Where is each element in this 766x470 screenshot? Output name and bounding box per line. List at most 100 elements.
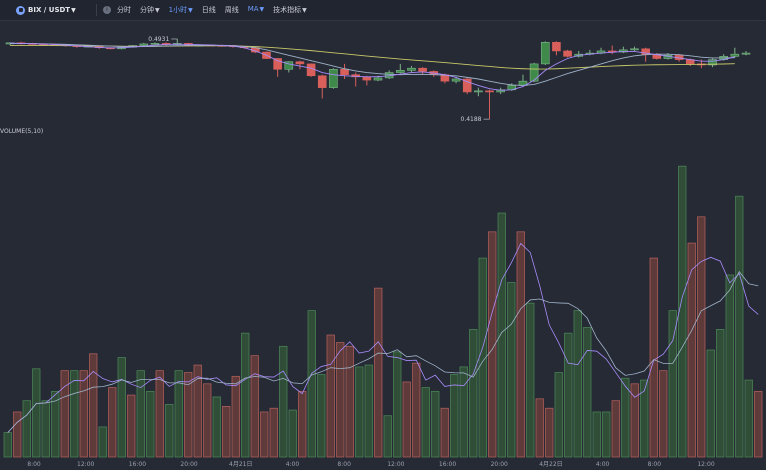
candle [451, 78, 461, 82]
pair-label: BIX / USDT [28, 6, 71, 14]
candle [317, 75, 327, 88]
volume-bar [554, 372, 563, 458]
volume-bar [3, 432, 12, 458]
volume-bar [155, 370, 164, 458]
volume-bar [621, 377, 630, 458]
volume-bar [754, 390, 763, 458]
candle [284, 61, 294, 70]
info-icon[interactable]: i [103, 6, 111, 14]
candle [396, 70, 405, 73]
time-tick-label: 16:00 [129, 461, 146, 468]
volume-bar [507, 282, 516, 458]
time-axis: 8:00 12:00 16:00 20:00 4月21日 4:00 8:00 12:00 16:… [27, 461, 715, 468]
volume-bar [393, 351, 402, 458]
candle [563, 50, 572, 57]
time-tick-label: 16:00 [439, 461, 456, 468]
high-price-label: 0.4931 [148, 36, 169, 43]
volume-bar [678, 165, 687, 458]
volume-bar [212, 396, 221, 458]
toolbar: BIX / USDT ▼ i 分时 分钟▼ 1小时▼ 日线 周线 MA▼ 技术指… [0, 0, 766, 21]
volume-bar [459, 366, 468, 458]
tab-ma[interactable]: MA▼ [247, 5, 265, 13]
candle [418, 67, 427, 72]
candle [295, 61, 305, 65]
volume-bar [545, 407, 554, 458]
candle [139, 43, 149, 46]
volume-bar [355, 366, 364, 458]
candle [540, 42, 550, 65]
candle [485, 90, 494, 93]
candle [150, 43, 160, 45]
volume-bar [307, 310, 316, 458]
candle [329, 68, 338, 88]
volume-bar [184, 372, 193, 458]
volume-bar [668, 310, 677, 458]
tab-weekly[interactable]: 周线 [224, 6, 239, 14]
low-price-label: 0.4188 [461, 116, 482, 123]
volume-bar [288, 409, 297, 458]
candle [641, 48, 650, 55]
volume-bar [573, 310, 582, 458]
time-tick-label: 20:00 [491, 461, 508, 468]
tab-timeline[interactable]: 分时 [117, 6, 131, 14]
volume-bar [687, 242, 696, 458]
volume-bar [583, 327, 592, 458]
candle [474, 90, 483, 93]
volume-bar [260, 411, 269, 458]
volume-bar [697, 216, 706, 458]
volume-bar [564, 332, 573, 458]
candle [340, 68, 349, 75]
volume-bar [51, 390, 60, 458]
volume-ma10-line [7, 270, 759, 433]
volume-bar [526, 302, 535, 458]
volume-bar [269, 407, 278, 458]
volume-bar [383, 415, 392, 458]
divider [96, 4, 97, 16]
time-tick-label: 4:00 [596, 461, 610, 468]
candle [496, 89, 505, 93]
volume-bar [402, 381, 411, 458]
volume-bar [231, 375, 240, 458]
volume-bar [431, 390, 440, 458]
interval-tabs: 分时 分钟▼ 1小时▼ 日线 周线 MA▼ 技术指标▼ [117, 5, 316, 15]
tab-indicators[interactable]: 技术指标▼ [273, 6, 307, 14]
volume-bar [203, 383, 212, 458]
candle [619, 49, 628, 53]
volume-bar [70, 370, 79, 458]
tab-1hour[interactable]: 1小时▼ [168, 6, 193, 14]
ma-lines [9, 38, 735, 120]
volume-bar [706, 349, 715, 458]
volume-bar [535, 398, 544, 458]
chevron-down-icon: ▼ [71, 6, 76, 14]
tab-daily[interactable]: 日线 [201, 6, 216, 14]
volume-bar [516, 231, 525, 458]
tab-minute[interactable]: 分钟▼ [140, 6, 160, 14]
chevron-down-icon: ▼ [259, 6, 265, 13]
volume-bar [146, 390, 155, 458]
volume-bar [735, 195, 744, 458]
coin-logo-icon [16, 5, 25, 15]
candle [630, 48, 639, 51]
volume-bar [298, 390, 307, 458]
volume-bar [345, 345, 354, 458]
ma5-line [9, 42, 735, 91]
volume-bar [611, 400, 620, 458]
volume-bar [41, 400, 50, 458]
volume-bar [22, 400, 31, 458]
time-tick-label: 4月21日 [229, 461, 252, 468]
time-tick-label: 8:00 [648, 461, 662, 468]
volume-bar [13, 411, 22, 458]
volume-bar [222, 405, 231, 458]
volume-bar [250, 355, 259, 458]
volume-bar [450, 374, 459, 458]
volume-title: VOLUME(5,10) [0, 128, 43, 135]
candle [306, 63, 316, 77]
volume-bar [469, 329, 478, 458]
volume-bar [592, 411, 601, 458]
candlestick-series [5, 38, 751, 120]
volume-bar [317, 374, 326, 458]
volume-bar [98, 426, 107, 458]
pair-selector[interactable]: BIX / USDT ▼ [0, 5, 96, 15]
time-tick-label: 8:00 [337, 461, 351, 468]
